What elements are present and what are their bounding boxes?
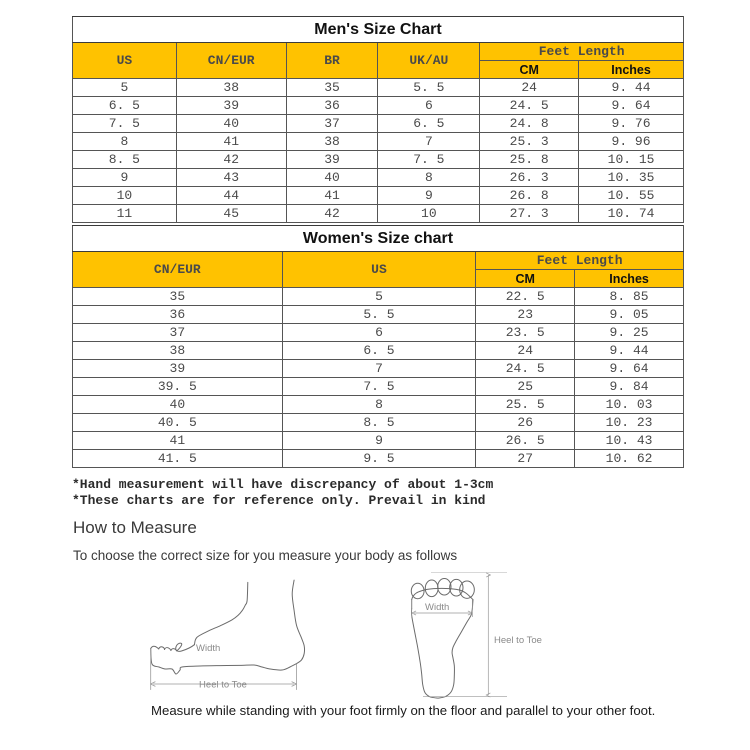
- svg-text:Heel to Toe: Heel to Toe: [199, 680, 247, 691]
- svg-text:Width: Width: [425, 602, 449, 613]
- svg-text:Width: Width: [196, 643, 220, 654]
- svg-text:Heel to Toe: Heel to Toe: [494, 635, 542, 646]
